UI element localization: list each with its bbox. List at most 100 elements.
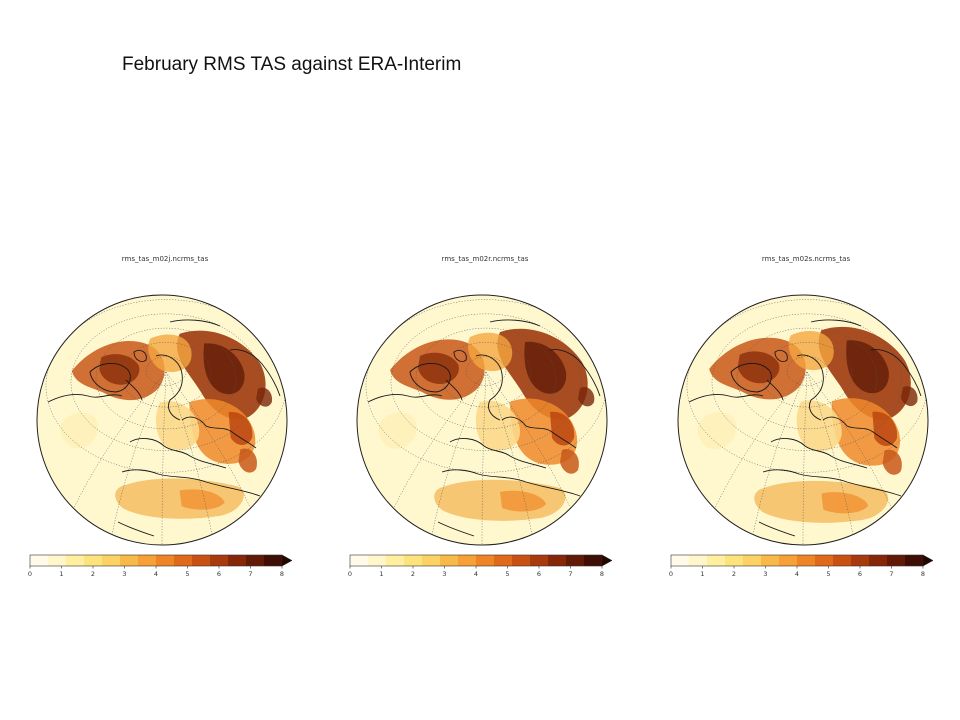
- colorbar-tick-label: 7: [248, 570, 252, 578]
- colorbar-tick-label: 6: [217, 570, 221, 578]
- latitude-line: [95, 327, 237, 430]
- colorbar-tick-label: 6: [858, 570, 862, 578]
- colorbar-swatch: [512, 555, 531, 566]
- error-region: [846, 340, 889, 394]
- panel-title: rms_tas_m02r.ncrms_tas: [441, 255, 529, 263]
- coastline: [181, 416, 257, 449]
- coastline: [129, 438, 227, 469]
- coastline: [155, 354, 183, 421]
- coastline: [796, 354, 824, 421]
- colorbar-swatch: [30, 555, 49, 566]
- error-region: [737, 351, 780, 384]
- colorbar-swatch: [833, 555, 852, 566]
- error-region: [872, 411, 898, 447]
- error-region: [697, 412, 737, 450]
- globe-outline: [356, 294, 608, 546]
- error-region: [434, 479, 566, 521]
- coastline: [169, 319, 221, 327]
- colorbar-tick-label: 2: [91, 570, 95, 578]
- colorbar-tick-label: 5: [185, 570, 189, 578]
- map-panel-3: rms_tas_m02s.ncrms_tas 0 1 2 3 4 5 6 7 8: [669, 255, 941, 585]
- globe-map: [356, 294, 608, 546]
- error-region: [203, 343, 245, 395]
- colorbar-swatch: [779, 555, 798, 566]
- colorbar-swatch: [66, 555, 85, 566]
- colorbar-swatch: [761, 555, 780, 566]
- colorbar-swatch: [120, 555, 139, 566]
- colorbar-extend-arrow: [601, 554, 613, 567]
- colorbar-swatch: [386, 555, 405, 566]
- coastline: [766, 379, 784, 401]
- globe-map: [36, 294, 288, 546]
- colorbar-swatch: [422, 555, 441, 566]
- latitude-line: [761, 342, 853, 408]
- colorbar-swatch: [440, 555, 459, 566]
- colorbar-tick-label: 4: [474, 570, 478, 578]
- colorbar-swatch: [476, 555, 495, 566]
- colorbar-tick-label: 7: [889, 570, 893, 578]
- coastlines: [367, 319, 601, 537]
- error-region: [238, 448, 257, 473]
- colorbar-tick-label: 1: [379, 570, 383, 578]
- colorbar-swatch: [743, 555, 762, 566]
- error-region: [148, 334, 192, 372]
- colorbar-swatch: [404, 555, 423, 566]
- colorbar-swatch: [84, 555, 103, 566]
- colorbar-swatch: [350, 555, 369, 566]
- globe-outline: [36, 294, 288, 546]
- colorbar-swatch: [246, 555, 265, 566]
- colorbar-tick-label: 2: [732, 570, 736, 578]
- latitude-line: [145, 356, 187, 386]
- error-region: [475, 400, 520, 451]
- coastline: [501, 416, 577, 449]
- colorbar-swatch: [671, 555, 690, 566]
- longitude-line: [481, 371, 487, 545]
- colorbar-swatch: [48, 555, 67, 566]
- colorbar-tick-label: 0: [669, 570, 673, 578]
- colorbar-swatch: [174, 555, 193, 566]
- colorbar-tick-label: 8: [280, 570, 284, 578]
- colorbar-swatch: [851, 555, 870, 566]
- colorbar-swatch: [707, 555, 726, 566]
- coastline: [774, 349, 788, 363]
- latitude-line: [390, 313, 582, 451]
- panel-title: rms_tas_m02j.ncrms_tas: [121, 255, 209, 263]
- error-region: [524, 341, 567, 394]
- colorbar-swatch: [192, 555, 211, 566]
- colorbar: 0 1 2 3 4 5 6 7 8: [28, 554, 293, 578]
- coastline: [367, 393, 443, 403]
- error-region: [228, 411, 253, 445]
- colorbar-tick-label: 3: [442, 570, 446, 578]
- colorbar-tick-label: 3: [122, 570, 126, 578]
- coastline: [475, 354, 503, 421]
- panel-title: rms_tas_m02s.ncrms_tas: [761, 255, 851, 263]
- colorbar-swatch: [797, 555, 816, 566]
- coastline: [762, 469, 902, 497]
- coastline: [229, 349, 281, 397]
- colorbar-tick-label: 8: [600, 570, 604, 578]
- longitude-line: [750, 371, 808, 545]
- colorbar-swatch: [228, 555, 247, 566]
- error-region: [560, 449, 579, 474]
- coastline: [489, 319, 541, 327]
- error-region: [179, 489, 225, 510]
- colorbar: 0 1 2 3 4 5 6 7 8: [669, 554, 934, 578]
- coastline: [870, 349, 922, 397]
- colorbar-tick-label: 4: [154, 570, 158, 578]
- colorbar-tick-label: 7: [568, 570, 572, 578]
- slide-title: February RMS TAS against ERA-Interim: [122, 54, 462, 75]
- latitude-line: [440, 342, 532, 408]
- error-region: [418, 352, 459, 384]
- colorbar-swatch: [905, 555, 924, 566]
- colorbar-swatch: [725, 555, 744, 566]
- latitude-line: [711, 313, 903, 451]
- globe-outline: [677, 294, 929, 546]
- coastline: [47, 393, 123, 403]
- colorbar-tick-label: 1: [59, 570, 63, 578]
- colorbar-swatch: [887, 555, 906, 566]
- colorbar-tick-label: 2: [411, 570, 415, 578]
- colorbar-tick-label: 5: [826, 570, 830, 578]
- coastline: [445, 379, 463, 401]
- colorbar-swatch: [102, 555, 121, 566]
- colorbar-tick-label: 5: [505, 570, 509, 578]
